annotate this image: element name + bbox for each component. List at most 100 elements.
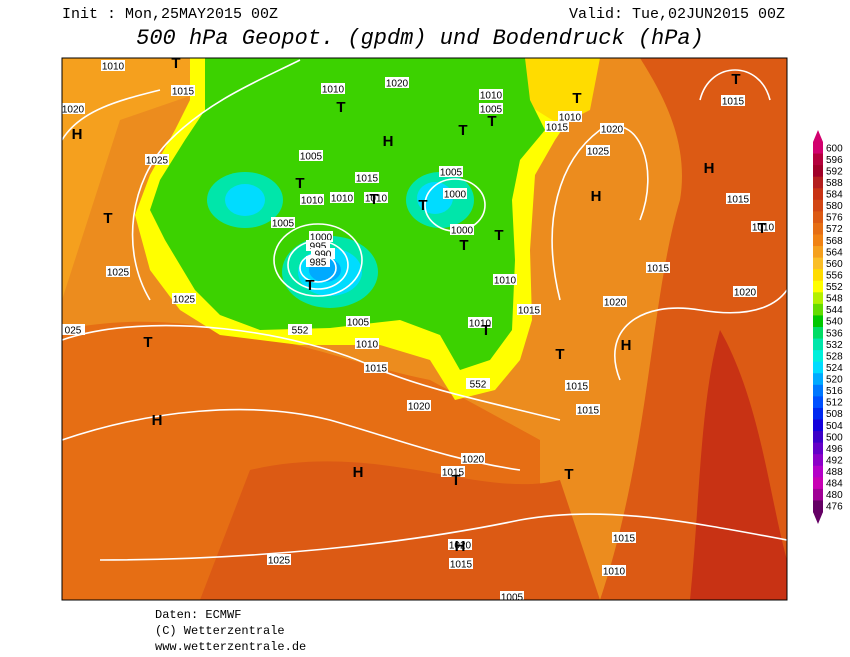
label-box [500, 591, 524, 600]
label-box [62, 324, 85, 335]
field-area [150, 58, 545, 370]
label-box [449, 558, 473, 569]
label-box [299, 150, 323, 161]
isobar-label: 1000 [451, 226, 474, 237]
label-box [355, 338, 379, 349]
colorbar-swatch [813, 384, 823, 397]
label-box [576, 404, 600, 415]
label-box [603, 296, 627, 307]
colorbar-arrow [813, 512, 823, 524]
pressure-center: H [704, 160, 715, 177]
colorbar-swatch [813, 153, 823, 166]
isobar-label: 1015 [722, 97, 745, 108]
colorbar-swatch [813, 211, 823, 224]
colorbar-swatch [813, 280, 823, 293]
isobar-label: 1010 [480, 91, 503, 102]
label-box [355, 172, 379, 183]
label-box [306, 240, 330, 251]
label-box [172, 293, 196, 304]
colorbar-swatch [813, 176, 823, 189]
colorbar-swatch [813, 303, 823, 316]
label-box [646, 262, 670, 273]
pressure-center: H [72, 126, 83, 143]
label-box [62, 103, 85, 114]
pressure-center: H [455, 538, 466, 555]
isobar-label: 1020 [734, 288, 757, 299]
isobar-label: 1015 [546, 123, 569, 134]
colorbar-swatch [813, 431, 823, 444]
map-title: 500 hPa Geopot. (gpdm) und Bodendruck (h… [136, 26, 704, 51]
label-box [612, 532, 636, 543]
data-source: Daten: ECMWF [155, 608, 241, 622]
isobar-label: 1015 [613, 534, 636, 545]
colorbar-label: 584 [826, 190, 843, 201]
colorbar-label: 548 [826, 294, 843, 305]
label-box [468, 317, 492, 328]
label-box [171, 85, 195, 96]
colorbar-swatch [813, 315, 823, 328]
colorbar-swatch [813, 188, 823, 201]
colorbar-label: 480 [826, 490, 843, 501]
label-box [721, 95, 745, 106]
copyright: (C) Wetterzentrale [155, 624, 285, 638]
isobar-label: 1010 [356, 340, 379, 351]
label-box [300, 194, 324, 205]
isobar-label: 1010 [102, 62, 125, 73]
label-box [145, 154, 169, 165]
isobar-label: 1020 [408, 402, 431, 413]
pressure-center: T [494, 227, 503, 244]
colorbar-label: 508 [826, 409, 843, 420]
pressure-center: T [458, 122, 467, 139]
pressure-center: T [143, 334, 152, 351]
colorbar-swatch [813, 407, 823, 420]
isobar-label: 1010 [494, 276, 517, 287]
colorbar-label: 528 [826, 351, 843, 362]
label-box [321, 83, 345, 94]
label-box [466, 378, 490, 389]
label-box [443, 188, 467, 199]
colorbar-label: 536 [826, 328, 843, 339]
pressure-center: T [572, 90, 581, 107]
colorbar-label: 568 [826, 236, 843, 247]
colorbar-label: 600 [826, 143, 843, 154]
colorbar-swatch [813, 199, 823, 212]
isobar-label: 1005 [272, 219, 295, 230]
label-box [751, 221, 775, 232]
label-box [271, 217, 295, 228]
isobar-label: 1010 [559, 113, 582, 124]
colorbar-label: 476 [826, 502, 843, 513]
colorbar-label: 500 [826, 432, 843, 443]
label-box [346, 316, 370, 327]
isobar-label: 990 [315, 250, 332, 261]
init-time: Init : Mon,25MAY2015 00Z [62, 6, 278, 23]
colorbar-swatch [813, 327, 823, 340]
colorbar-label: 540 [826, 317, 843, 328]
colorbar-label: 484 [826, 479, 843, 490]
label-box [545, 121, 569, 132]
label-box [733, 286, 757, 297]
isobar-label: 1015 [442, 468, 465, 479]
label-box [450, 224, 474, 235]
isobar-label: 1000 [310, 233, 333, 244]
isobar-label: 1020 [449, 541, 472, 552]
pressure-center: T [564, 466, 573, 483]
label-box [101, 60, 125, 71]
label-box [586, 145, 610, 156]
pressure-center: T [555, 346, 564, 363]
colorbar-swatch [813, 350, 823, 363]
label-box [311, 248, 335, 259]
field-area [62, 58, 300, 300]
isobar-label: 1025 [146, 156, 169, 167]
colorbar-swatch [813, 246, 823, 259]
label-box [288, 324, 312, 335]
colorbar-swatch [813, 361, 823, 374]
pressure-center: T [103, 210, 112, 227]
colorbar-swatch [813, 269, 823, 282]
isobar-label: 1020 [386, 79, 409, 90]
colorbar-swatch [813, 222, 823, 235]
colorbar-swatch [813, 234, 823, 247]
field-area [690, 330, 787, 600]
label-box [448, 539, 472, 550]
website: www.wetterzentrale.de [155, 640, 306, 654]
